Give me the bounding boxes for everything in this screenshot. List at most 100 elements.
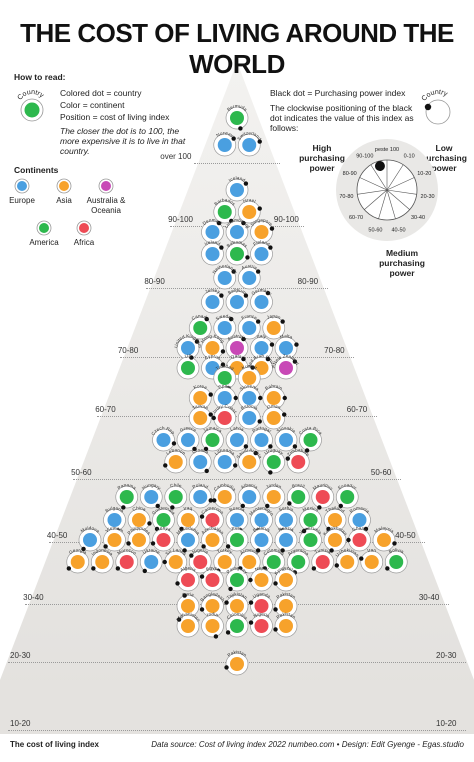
low-pp-label: Low purchasing power [421,143,467,173]
purchasing-power-dot [257,206,262,211]
country-dot [181,361,195,375]
country-marker: Jersey [201,287,224,314]
country-dot [279,573,293,587]
country-marker: Norway [213,130,237,157]
country-marker: Israel [237,197,262,224]
legend-color: Color = continent [60,100,125,110]
country-name: Mauritius [312,482,334,491]
country-name: Colombia [262,547,285,556]
country-dot [364,555,379,569]
country-dot [107,513,122,527]
purchasing-power-dot [229,316,234,322]
band-divider [97,416,377,417]
country-name: Albania [240,482,259,490]
country-marker: Japan [262,313,286,340]
continent-label-australia-oceania: Australia & Oceania [86,196,126,215]
country-name: Portugal [251,425,272,433]
country-dot [181,599,195,613]
country-name: Paraguay [226,565,249,575]
purchasing-power-dot [304,448,310,453]
country-dot [242,205,257,219]
country-dot [205,599,220,613]
country-dot [242,490,257,504]
purchasing-power-dot [245,255,250,260]
country-marker: Bosnia [225,505,249,533]
country-name: Tunisia [314,547,332,555]
country-marker: Nigeria [248,611,273,638]
country-dot [242,391,257,405]
dial-spoke [357,189,388,195]
country-marker: Croatia [188,447,212,474]
purchasing-power-dot [258,395,263,401]
country-dot [205,225,220,239]
country-dot [266,321,281,335]
country-dot [242,411,257,425]
country-marker: Greece [176,425,200,452]
dial-spoke [386,189,396,219]
purchasing-power-dot [189,553,194,558]
country-name: Zimbabwe [286,447,311,457]
country-name: Serbia [278,505,295,512]
country-name: Singapore [250,217,274,227]
country-dot [217,205,232,219]
purchasing-power-dot [243,444,249,449]
purchasing-power-dot [269,342,275,347]
country-dot [205,533,220,547]
country-name: Latvia [229,425,245,432]
country-marker: Pakistan [273,591,298,618]
purchasing-power-dot [199,607,205,612]
country-name: France [240,313,258,320]
country-name: Algeria [179,565,197,572]
country-dot [230,111,244,125]
country-marker: Panama [115,482,139,510]
country-dot [217,391,232,405]
country-name: Kenya [155,525,171,532]
country-name: Venezuela [298,525,323,535]
country-dot [230,433,244,447]
purchasing-power-dot [243,181,249,186]
country-dot [119,555,134,569]
country-dot [266,490,281,504]
country-marker: Sri Lanka [162,547,187,574]
purchasing-power-dot [253,450,258,456]
country-dot [132,513,146,527]
country-dot [315,490,330,504]
country-name: Spain [217,383,232,390]
purchasing-power-dot [233,395,238,401]
purchasing-power-dot [292,444,298,449]
purchasing-power-dot [273,581,278,586]
continent-label-europe: Europe [9,196,35,205]
purchasing-power-dot [241,220,246,226]
country-marker: Mauritius [311,482,334,510]
purchasing-power-dot [238,126,243,131]
country-name: Moldova [80,526,101,534]
purchasing-power-dot [301,528,307,534]
band-label-left: 60-70 [95,405,116,414]
country-marker: Russia [274,525,298,553]
country-dot [242,455,257,469]
purchasing-power-dot [126,541,131,546]
purchasing-power-dot [329,548,334,553]
country-name: Cameroon [200,505,225,515]
purchasing-power-dot [212,498,217,503]
country-dot [193,490,208,504]
country-name: Bolivia [388,547,405,554]
country-marker: Bulgaria [103,505,126,533]
band-label-right: 70-80 [324,346,345,355]
dial-example-dot [374,161,385,172]
country-name: Norway [215,130,235,138]
country-marker: Latvia [225,425,249,452]
country-marker: Bahrain [262,383,287,410]
country-dot [217,411,232,425]
country-marker: Bolivia [384,547,408,574]
country-dot [279,341,293,355]
continent-swatch-australia-oceania [98,178,114,194]
country-name: Uganda [252,591,272,599]
country-dot [205,513,220,527]
country-name: Iran [367,547,377,553]
purchasing-power-dot [171,441,177,446]
purchasing-power-dot [269,226,275,231]
country-dot [340,555,355,569]
country-marker: Azerbaijan [200,525,225,552]
